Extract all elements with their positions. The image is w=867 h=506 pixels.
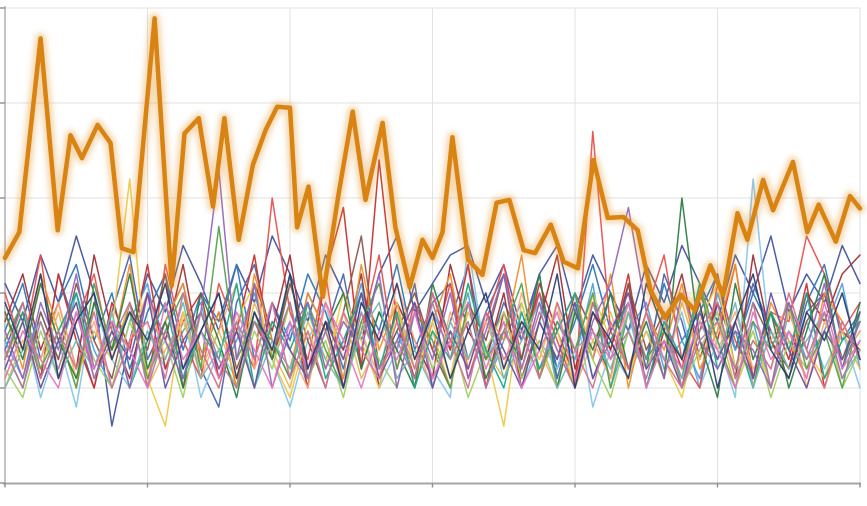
series-dark-green-line[interactable] — [4, 197, 861, 399]
series-rose-line[interactable] — [4, 292, 861, 389]
highlighted-series-line[interactable] — [2, 16, 863, 320]
series-indigo-line[interactable] — [4, 273, 861, 389]
series-pink-line[interactable] — [4, 301, 861, 389]
series-deep-purple-line[interactable] — [4, 292, 861, 389]
series-green-line[interactable] — [4, 225, 861, 389]
